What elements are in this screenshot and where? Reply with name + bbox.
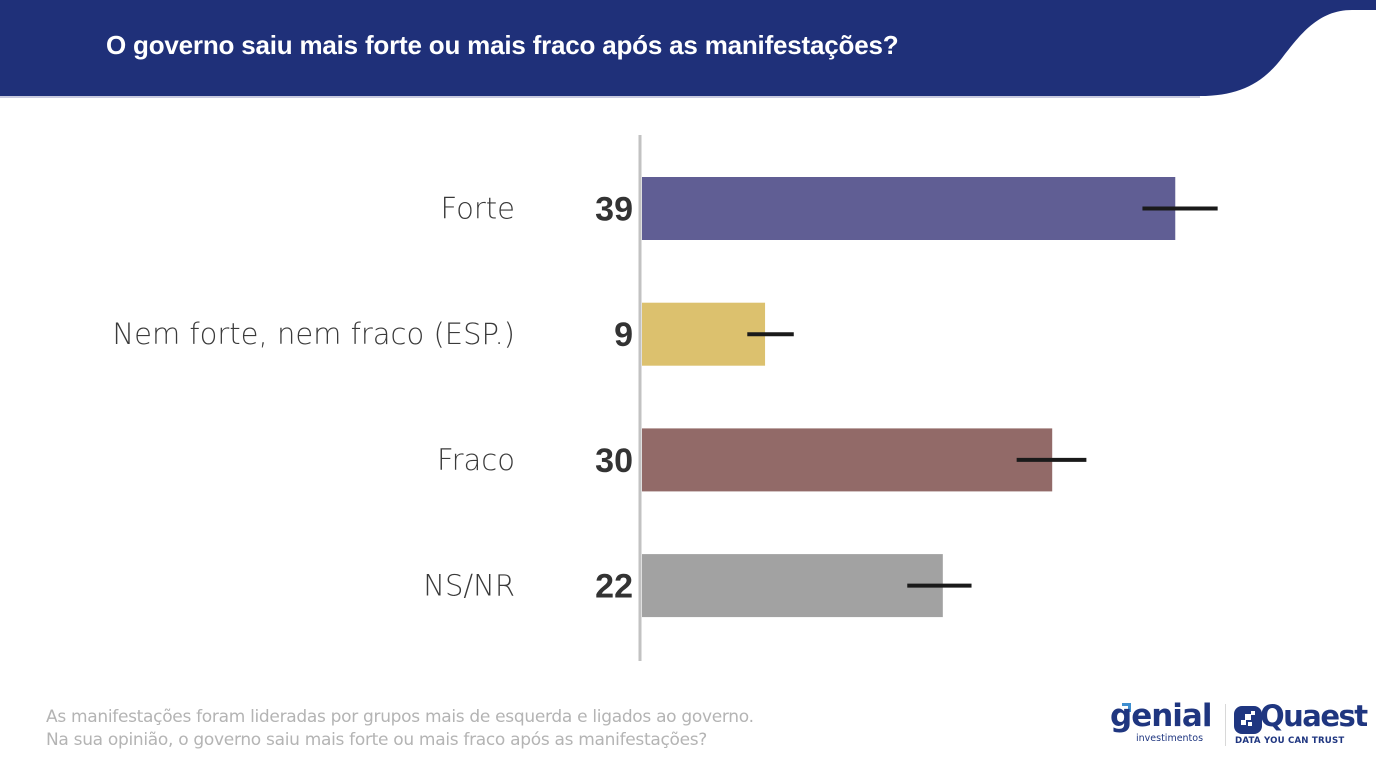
bar-forte [642, 177, 1176, 240]
logos: genial investimentos Quaest DATA YOU CAN… [1110, 698, 1368, 752]
error-bars-layer [747, 206, 1218, 588]
page-title: O governo saiu mais forte ou mais fraco … [106, 30, 899, 60]
category-label-ns-nr: NS/NR [423, 569, 515, 603]
value-label-ns-nr: 22 [595, 568, 633, 606]
bar-fraco [642, 428, 1053, 492]
header-wave-shape [0, 0, 1376, 96]
quaest-tagline: DATA YOU CAN TRUST [1235, 736, 1345, 746]
header-bottom-shadow [0, 96, 1200, 98]
genial-accent-icon [1122, 703, 1131, 712]
value-label-forte: 39 [595, 191, 633, 229]
category-label-nem-forte-nem-fraco-esp: Nem forte, nem fraco (ESP.) [112, 317, 515, 351]
genial-logo-text: genial [1110, 698, 1212, 734]
category-label-forte: Forte [440, 192, 515, 226]
genial-logo-subtitle: investimentos [1136, 733, 1204, 744]
category-label-fraco: Fraco [437, 443, 515, 477]
value-label-fraco: 30 [595, 442, 633, 480]
bar-nem-forte-nem-fraco-esp [642, 302, 766, 366]
quaest-q-mark-icon [1234, 706, 1262, 734]
footnote-line-1: As manifestações foram lideradas por gru… [46, 707, 754, 727]
value-label-nem-forte-nem-fraco-esp: 9 [614, 316, 633, 354]
labels-layer: Forte 39 Nem forte, nem fraco (ESP.) 9 Fraco… [112, 191, 633, 606]
logo-divider [1225, 704, 1226, 746]
quaest-logo-text: Quaest [1260, 699, 1368, 733]
header-banner [0, 0, 1376, 98]
bars-layer [642, 177, 1176, 618]
bar-ns-nr [642, 554, 943, 618]
footnote-line-2: Na sua opinião, o governo saiu mais fort… [46, 730, 708, 750]
question-footnote: As manifestações foram lideradas por gru… [46, 706, 754, 752]
